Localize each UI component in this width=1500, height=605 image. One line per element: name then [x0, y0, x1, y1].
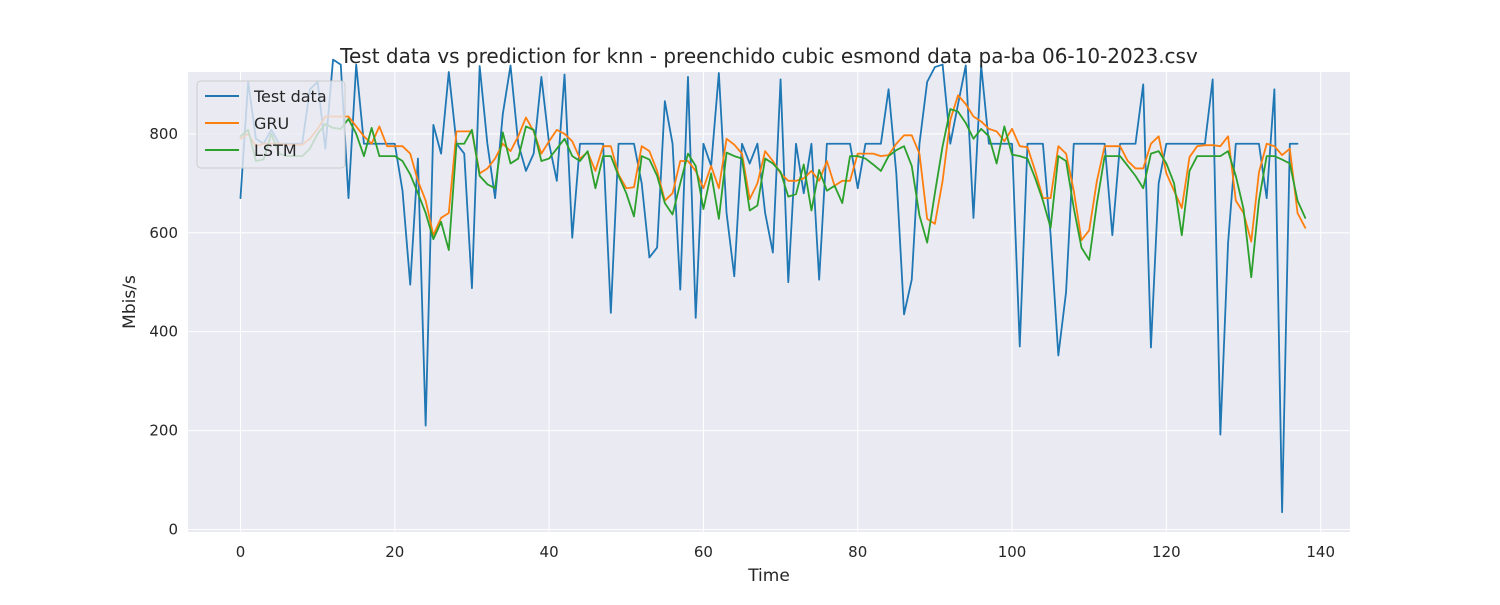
- legend-label-gru: GRU: [254, 114, 289, 133]
- x-tick-label: 120: [1152, 543, 1181, 561]
- y-tick-label: 800: [149, 125, 178, 143]
- x-tick-label: 140: [1306, 543, 1335, 561]
- y-tick-label: 600: [149, 224, 178, 242]
- plot-background: [188, 72, 1350, 532]
- x-tick-label: 20: [385, 543, 404, 561]
- series-lines: [239, 58, 1307, 514]
- legend: Test data GRU LSTM: [196, 80, 346, 169]
- x-tick-label: 60: [694, 543, 713, 561]
- legend-box: [196, 80, 346, 169]
- x-tick-label: 100: [998, 543, 1027, 561]
- x-tick-label: 40: [540, 543, 559, 561]
- series-line-lstm: [239, 108, 1307, 279]
- legend-label-lstm: LSTM: [254, 141, 297, 160]
- y-tick-label: 400: [149, 323, 178, 341]
- x-tick-label: 80: [848, 543, 867, 561]
- x-axis-label: Time: [747, 566, 790, 586]
- x-tick-label: 0: [236, 543, 246, 561]
- series-line-gru: [239, 94, 1307, 243]
- legend-label-test-data: Test data: [253, 87, 327, 106]
- y-tick-label: 0: [168, 521, 178, 539]
- y-axis-label: Mbis/s: [120, 275, 140, 329]
- chart-title: Test data vs prediction for knn - preenc…: [339, 44, 1198, 68]
- tick-labels: 0 20 40 60 80 100 120 140 0 200 400 600 800: [149, 125, 1335, 561]
- y-tick-label: 200: [149, 422, 178, 440]
